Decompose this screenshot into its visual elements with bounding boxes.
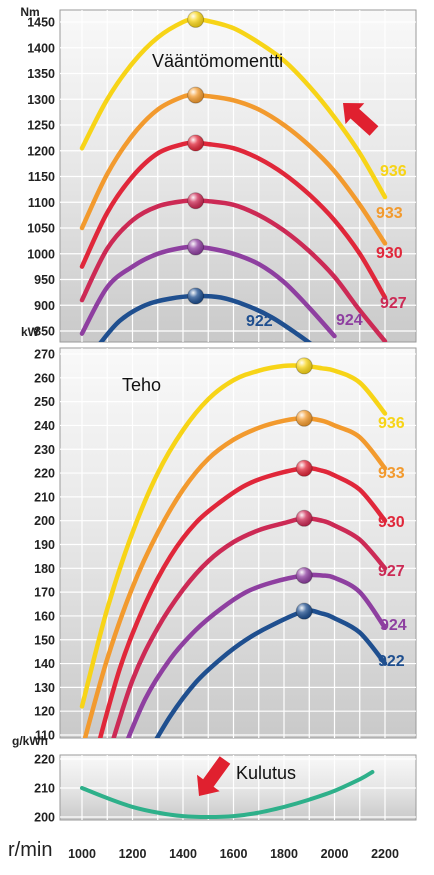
y-tick-label: 130: [34, 681, 55, 695]
series-line-924: [125, 572, 388, 738]
y-tick-label: 180: [34, 562, 55, 576]
series-group: [79, 363, 388, 738]
peak-marker-shine: [187, 87, 204, 104]
chart-title: Vääntömomentti: [152, 51, 283, 71]
x-tick-label: 2200: [371, 847, 399, 861]
chart-title: Kulutus: [236, 763, 296, 783]
y-tick-label: 190: [34, 538, 55, 552]
peak-marker-shine: [187, 287, 204, 304]
series-line-933: [79, 92, 388, 246]
y-tick-label: 260: [34, 371, 55, 385]
model-label-936: 936: [380, 163, 407, 180]
y-tick-label: 1150: [28, 170, 55, 184]
y-tick-label: 240: [34, 419, 55, 433]
model-label-927: 927: [378, 563, 405, 580]
y-tick-label: 900: [34, 299, 55, 313]
series-line-936: [79, 363, 388, 709]
series-line-930: [97, 465, 388, 738]
model-label-924: 924: [380, 617, 407, 634]
y-tick-label: 220: [34, 753, 55, 767]
x-tick-label: 1800: [270, 847, 298, 861]
peak-marker-shine: [296, 603, 313, 620]
series-line-936: [79, 17, 388, 200]
x-tick-label: 1600: [220, 847, 248, 861]
y-unit-label: kW: [21, 325, 40, 339]
y-tick-label: 1000: [27, 247, 55, 261]
series-line-kulutus: [80, 770, 375, 819]
y-unit-label: g/kWh: [12, 734, 48, 748]
y-tick-label: 1400: [27, 41, 55, 55]
y-tick-label: 110: [35, 729, 55, 743]
y-tick-label: 1250: [27, 119, 55, 133]
y-tick-label: 200: [34, 514, 55, 528]
series-line-922: [154, 608, 388, 738]
series-line-922: [98, 293, 313, 342]
y-tick-label: 1200: [27, 144, 55, 158]
model-label-930: 930: [378, 514, 405, 531]
peak-marker-shine: [296, 357, 313, 374]
peak-marker-shine: [187, 192, 204, 209]
x-tick-label: 1000: [68, 847, 96, 861]
y-tick-label: 140: [34, 657, 55, 671]
model-label-930: 930: [376, 245, 403, 262]
x-tick-label: 1400: [169, 847, 197, 861]
model-label-933: 933: [378, 465, 405, 482]
series-line-930: [79, 140, 388, 300]
model-label-924: 924: [336, 312, 363, 329]
y-tick-label: 210: [34, 490, 55, 504]
y-tick-label: 230: [34, 443, 55, 457]
peak-marker-shine: [187, 11, 204, 28]
y-tick-label: 170: [34, 586, 55, 600]
series-line-927: [79, 198, 388, 342]
model-label-933: 933: [376, 205, 403, 222]
y-tick-label: 250: [34, 395, 55, 409]
y-tick-label: 270: [34, 348, 55, 362]
series-line-933: [82, 416, 388, 738]
y-tick-label: 1050: [27, 222, 55, 236]
y-tick-label: 160: [34, 609, 55, 623]
y-tick-label: 1100: [28, 196, 55, 210]
y-tick-label: 1300: [27, 93, 55, 107]
y-tick-label: 120: [34, 705, 55, 719]
y-unit-label: Nm: [20, 5, 39, 19]
model-label-922: 922: [246, 313, 273, 330]
direction-arrow-icon: [343, 103, 379, 136]
model-label-922: 922: [378, 653, 405, 670]
y-tick-label: 150: [34, 633, 55, 647]
direction-arrow-icon: [197, 756, 231, 796]
peak-marker-shine: [296, 510, 313, 527]
model-label-936: 936: [378, 415, 405, 432]
chart-title: Teho: [122, 375, 161, 395]
peak-marker-shine: [296, 460, 313, 477]
peak-marker-shine: [187, 135, 204, 152]
x-tick-label: 1200: [119, 847, 147, 861]
series-group: [80, 770, 375, 819]
y-tick-label: 850: [34, 325, 55, 339]
y-tick-label: 220: [34, 467, 55, 481]
y-tick-label: 210: [34, 782, 55, 796]
y-tick-label: 950: [34, 273, 55, 287]
peak-marker-shine: [296, 567, 313, 584]
model-label-927: 927: [380, 295, 407, 312]
peak-marker-shine: [296, 410, 313, 427]
y-tick-label: 1350: [27, 67, 55, 81]
peak-marker-shine: [187, 239, 204, 256]
y-tick-label: 1450: [27, 16, 55, 30]
series-line-927: [111, 515, 388, 738]
x-tick-label: 2000: [321, 847, 349, 861]
series-group: [79, 17, 388, 342]
y-tick-label: 200: [34, 811, 55, 825]
x-unit-label: r/min: [8, 839, 52, 861]
